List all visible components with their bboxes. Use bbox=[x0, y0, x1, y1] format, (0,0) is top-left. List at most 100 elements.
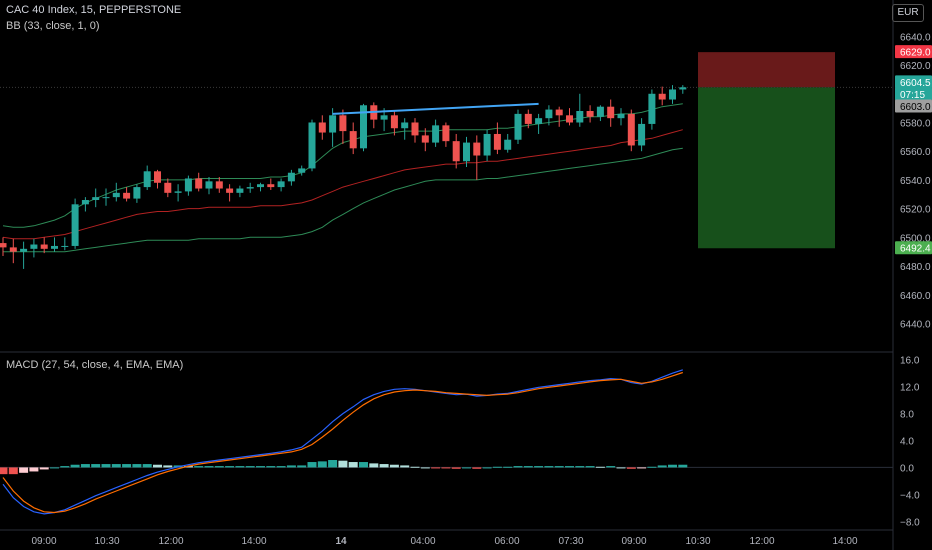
symbol-legend: CAC 40 Index, 15, PEPPERSTONE bbox=[6, 4, 182, 16]
candle-body bbox=[51, 245, 58, 249]
candle-body bbox=[112, 192, 120, 198]
candle-body bbox=[669, 89, 676, 100]
candle-body bbox=[442, 125, 450, 142]
candle-body bbox=[586, 111, 594, 117]
candle-body bbox=[9, 247, 17, 252]
time-tick-label: 10:30 bbox=[94, 536, 119, 547]
candle-body bbox=[195, 178, 203, 189]
price-label-last-bg bbox=[895, 75, 932, 89]
stop-loss-zone[interactable] bbox=[698, 52, 835, 88]
price-label-countdown-bg bbox=[895, 87, 932, 101]
price-tick-label: 6500.0 bbox=[900, 233, 931, 244]
candle-body bbox=[411, 122, 419, 136]
price-tick-label: 6440.0 bbox=[900, 319, 931, 330]
candle-body bbox=[236, 188, 244, 193]
macd-histogram-bar bbox=[80, 464, 90, 468]
candle-body bbox=[627, 113, 635, 146]
macd-histogram-bar bbox=[369, 463, 379, 468]
trend-line[interactable] bbox=[332, 102, 539, 115]
time-tick-label: 06:00 bbox=[494, 536, 519, 547]
candle-body bbox=[349, 131, 357, 149]
time-tick-label: 14:00 bbox=[241, 536, 266, 547]
candle-body bbox=[329, 115, 337, 133]
time-tick-label: 09:00 bbox=[621, 536, 646, 547]
price-label-target: 6492.4 bbox=[900, 244, 931, 255]
macd-histogram-bar bbox=[637, 467, 647, 469]
candle-body bbox=[638, 123, 646, 146]
candle-body bbox=[123, 192, 131, 199]
trend-line-segment[interactable] bbox=[332, 102, 539, 115]
candle-body bbox=[524, 113, 532, 124]
price-label-bid-bg bbox=[895, 99, 932, 113]
candle-body bbox=[318, 122, 326, 133]
candle-body bbox=[257, 184, 264, 188]
macd-histogram-bar bbox=[420, 467, 430, 469]
price-label-bid: 6603.0 bbox=[900, 102, 931, 113]
macd-histogram-bar bbox=[317, 461, 327, 468]
macd-histogram-bar bbox=[513, 466, 523, 468]
candle-body bbox=[205, 181, 213, 189]
macd-histogram-bar bbox=[204, 466, 214, 468]
macd-histogram-bar bbox=[286, 465, 296, 468]
macd-tick-label: 16.0 bbox=[900, 356, 920, 367]
macd-histogram-bar bbox=[338, 460, 348, 468]
candle-body bbox=[81, 200, 89, 205]
macd-histogram-bar bbox=[410, 466, 420, 468]
time-tick-label: 12:00 bbox=[158, 536, 183, 547]
currency-button[interactable]: EUR bbox=[892, 4, 924, 22]
candle-body bbox=[607, 106, 615, 119]
macd-histogram-bar bbox=[492, 466, 502, 468]
macd-histogram-bar bbox=[678, 464, 688, 468]
candle-body bbox=[92, 197, 100, 201]
macd-legend: MACD (27, 54, close, 4, EMA, EMA) bbox=[6, 359, 184, 371]
macd-histogram-bar bbox=[626, 467, 636, 469]
candle-body bbox=[566, 115, 573, 123]
candle-body bbox=[215, 181, 223, 189]
candle-body bbox=[20, 248, 28, 252]
candle-body bbox=[421, 135, 429, 143]
macd-histogram-bar bbox=[266, 466, 276, 468]
candle-body bbox=[287, 172, 295, 182]
candle-body bbox=[432, 125, 440, 143]
macd-histogram-bar bbox=[225, 466, 235, 468]
candle-body bbox=[596, 106, 604, 117]
macd-histogram-bar bbox=[441, 467, 451, 469]
candle-body bbox=[555, 109, 563, 116]
macd-tick-label: 4.0 bbox=[900, 437, 914, 448]
macd-pane bbox=[0, 369, 893, 515]
candle-body bbox=[380, 115, 388, 120]
macd-histogram-bar bbox=[29, 467, 39, 472]
price-tick-label: 6480.0 bbox=[900, 262, 931, 273]
price-tick-label: 6580.0 bbox=[900, 118, 931, 129]
macd-histogram-bar bbox=[328, 460, 338, 468]
macd-histogram-bar bbox=[39, 467, 49, 470]
price-label-countdown: 07:15 bbox=[900, 90, 925, 101]
take-profit-zone[interactable] bbox=[698, 87, 835, 249]
candle-body bbox=[648, 93, 656, 124]
candle-body bbox=[401, 122, 409, 129]
candle-body bbox=[226, 188, 234, 193]
macd-histogram-bar bbox=[122, 464, 132, 468]
candle-body bbox=[0, 243, 7, 248]
macd-histogram-bar bbox=[451, 467, 461, 469]
macd-histogram-bar bbox=[657, 465, 667, 468]
macd-tick-label: −4.0 bbox=[900, 490, 920, 501]
candle-body bbox=[277, 181, 285, 188]
macd-histogram-bar bbox=[183, 466, 193, 468]
macd-histogram-bar bbox=[142, 464, 152, 468]
macd-histogram-bar bbox=[544, 466, 554, 468]
macd-tick-label: 0.0 bbox=[900, 463, 914, 474]
macd-histogram-bar bbox=[256, 466, 265, 468]
price-label-stop: 6629.0 bbox=[900, 48, 931, 59]
macd-histogram-bar bbox=[616, 467, 626, 469]
candle-body bbox=[535, 118, 543, 124]
price-tick-label: 6460.0 bbox=[900, 291, 931, 302]
macd-histogram-bar bbox=[245, 466, 255, 468]
candle-body bbox=[463, 142, 470, 162]
macd-histogram-bar bbox=[297, 465, 307, 468]
macd-histogram-bar bbox=[111, 464, 121, 468]
macd-tick-label: 8.0 bbox=[900, 410, 914, 421]
macd-histogram-bar bbox=[534, 466, 544, 468]
macd-histogram-bar bbox=[60, 466, 70, 468]
